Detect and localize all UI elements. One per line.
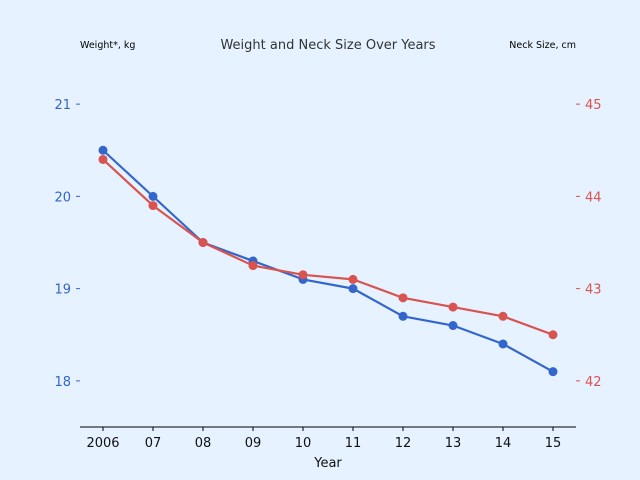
x-tick-label: 2006 [86, 436, 119, 451]
right-y-tick-label: 44 [585, 190, 602, 205]
x-tick-label: 12 [395, 436, 412, 451]
right-y-tick-label: 42 [585, 375, 602, 390]
chart-title: Weight and Neck Size Over Years [220, 38, 435, 53]
data-point [148, 191, 158, 201]
data-point [98, 154, 108, 164]
data-point [148, 201, 158, 211]
x-tick-label: 10 [295, 436, 312, 451]
x-tick-label: 07 [145, 436, 162, 451]
right-y-tick-label: 45 [585, 98, 602, 113]
x-tick-label: 09 [245, 436, 262, 451]
left-y-tick-label: 20 [54, 190, 71, 205]
x-tick-label: 13 [445, 436, 462, 451]
x-tick-label: 08 [195, 436, 212, 451]
data-point [348, 274, 358, 284]
axes: 2006 07 08 09 10 11 12 13 14 15 18 19 20 21 42 43 44 45 [54, 98, 601, 451]
x-tick-label: 15 [545, 436, 562, 451]
data-point [198, 238, 208, 247]
series-line [102, 149, 554, 373]
data-point [498, 311, 508, 321]
data-point [348, 284, 358, 294]
data-point [98, 145, 108, 155]
x-tick-label: 14 [495, 436, 512, 451]
series-weight [98, 145, 558, 377]
data-point [498, 339, 508, 349]
data-point [398, 311, 408, 321]
data-point [448, 321, 458, 331]
data-point [448, 302, 458, 312]
left-y-tick-label: 18 [54, 375, 71, 390]
x-axis-label: Year [313, 456, 342, 471]
data-point [398, 293, 408, 303]
left-axis-label: Weight*, kg [80, 40, 135, 51]
series-layer [98, 145, 558, 377]
left-y-tick-label: 21 [54, 98, 71, 113]
series-line [102, 158, 554, 336]
right-axis-label: Neck Size, cm [509, 40, 576, 51]
x-tick-label: 11 [345, 436, 362, 451]
data-point [248, 261, 258, 271]
data-point [298, 270, 308, 280]
data-point [548, 367, 558, 377]
left-y-tick-label: 19 [54, 283, 71, 298]
right-y-tick-label: 43 [585, 283, 602, 298]
data-point [548, 330, 558, 340]
series-neck-size [98, 154, 558, 340]
